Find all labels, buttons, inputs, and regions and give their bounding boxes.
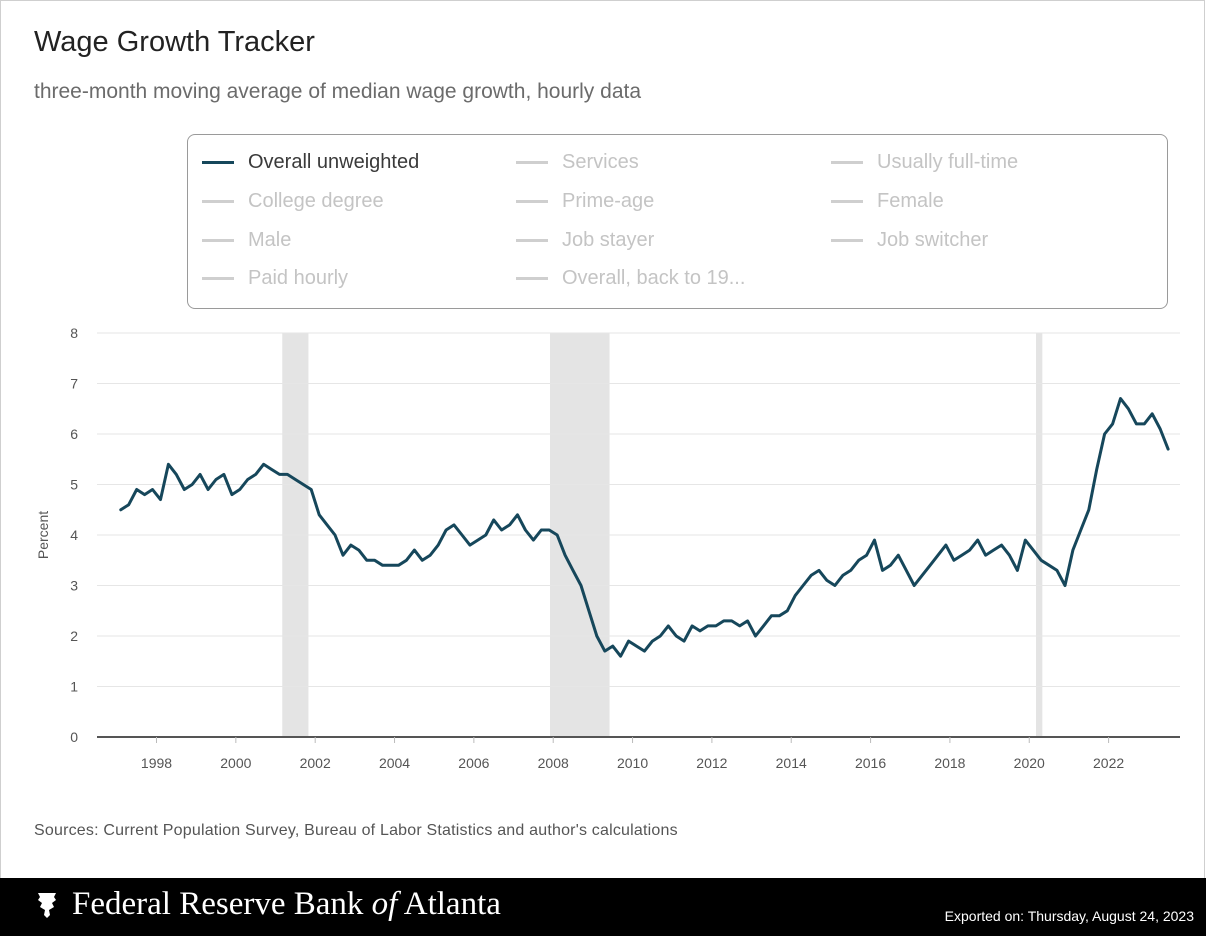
legend: Overall unweighted Services Usually full-t… [187, 134, 1168, 309]
legend-swatch [516, 239, 548, 242]
legend-label: Job stayer [562, 229, 655, 251]
legend-swatch [202, 200, 234, 203]
bank-name: Federal Reserve Bank of Atlanta [72, 886, 501, 922]
legend-label: Paid hourly [248, 267, 349, 289]
series-line [119, 397, 1170, 658]
x-tick-label: 2000 [220, 755, 251, 771]
legend-item[interactable]: Prime-age [516, 190, 654, 213]
legend-swatch [516, 161, 548, 164]
x-tick-label: 2008 [538, 755, 569, 771]
legend-label: Usually full-time [877, 151, 1019, 173]
legend-label: Services [562, 151, 639, 173]
footer-bar: Federal Reserve Bank of Atlanta Exported… [0, 878, 1206, 936]
legend-item[interactable]: College degree [202, 190, 384, 213]
legend-label: Female [877, 190, 944, 212]
y-tick-label: 6 [70, 426, 78, 442]
legend-swatch [831, 239, 863, 242]
export-date: Exported on: Thursday, August 24, 2023 [944, 908, 1194, 924]
x-tick-label: 2022 [1093, 755, 1124, 771]
chart-title: Wage Growth Tracker [34, 26, 315, 58]
legend-item[interactable]: Services [516, 151, 639, 174]
legend-label: Overall, back to 19... [562, 267, 746, 289]
chart-frame [0, 0, 1205, 878]
y-tick-label: 1 [70, 679, 78, 695]
legend-swatch [202, 239, 234, 242]
x-tick-label: 2018 [934, 755, 965, 771]
x-tick-label: 2020 [1014, 755, 1045, 771]
legend-item[interactable]: Job stayer [516, 229, 654, 252]
x-tick-label: 2016 [855, 755, 886, 771]
legend-swatch [202, 277, 234, 280]
legend-item[interactable]: Job switcher [831, 229, 988, 252]
legend-swatch [516, 277, 548, 280]
legend-label: Male [248, 229, 292, 251]
legend-label: Job switcher [877, 229, 989, 251]
y-tick-label: 5 [70, 477, 78, 493]
line-chart: 0 1 2 3 4 5 6 7 8 1998 2000 2002 2004 2006 2008 2010 201… [35, 325, 1180, 771]
legend-item[interactable]: Overall, back to 19... [516, 267, 745, 290]
legend-item[interactable]: Paid hourly [202, 267, 348, 290]
x-tick-label: 2014 [776, 755, 807, 771]
legend-swatch [831, 161, 863, 164]
eagle-logo-icon [38, 893, 56, 918]
x-tick-label: 2012 [696, 755, 727, 771]
legend-item[interactable]: Male [202, 229, 291, 252]
x-tick-label: 2002 [300, 755, 331, 771]
y-tick-label: 0 [70, 729, 78, 745]
x-tick-label: 2006 [458, 755, 489, 771]
legend-item[interactable]: Female [831, 190, 944, 213]
legend-label: Prime-age [562, 190, 655, 212]
sources-note: Sources: Current Population Survey, Bure… [34, 822, 678, 839]
x-tick-label: 1998 [141, 755, 172, 771]
y-tick-label: 7 [70, 376, 78, 392]
y-tick-label: 4 [70, 527, 78, 543]
y-axis-label: Percent [35, 511, 51, 559]
x-tick-label: 2010 [617, 755, 648, 771]
legend-swatch [516, 200, 548, 203]
y-tick-label: 2 [70, 628, 78, 644]
y-tick-label: 3 [70, 578, 78, 594]
legend-swatch [831, 200, 863, 203]
x-tick-label: 2004 [379, 755, 410, 771]
legend-item[interactable]: Overall unweighted [202, 151, 419, 174]
legend-swatch [202, 161, 234, 164]
legend-label: Overall unweighted [248, 151, 420, 173]
legend-item[interactable]: Usually full-time [831, 151, 1018, 174]
chart-subtitle: three-month moving average of median wag… [34, 80, 642, 103]
legend-label: College degree [248, 190, 384, 212]
y-tick-label: 8 [70, 325, 78, 341]
